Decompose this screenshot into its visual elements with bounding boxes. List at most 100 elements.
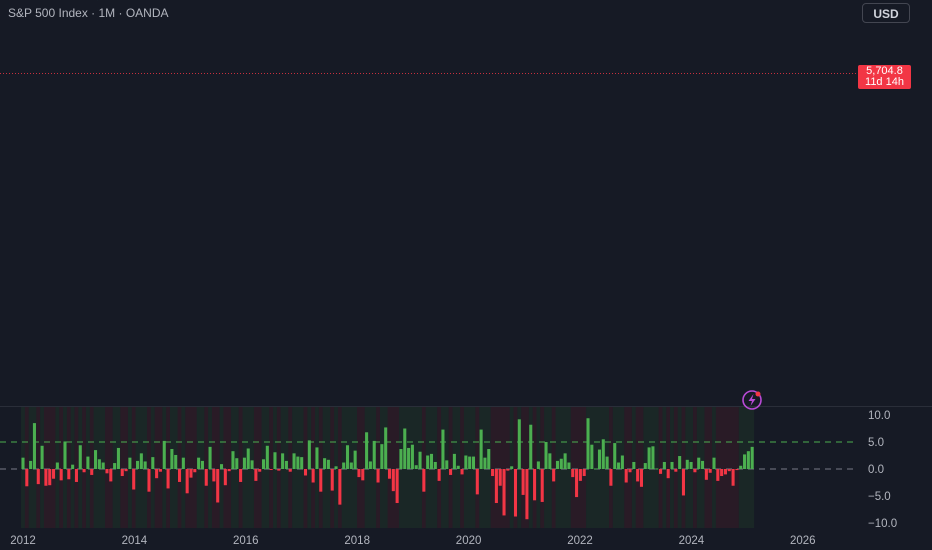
currency-button[interactable]: USD bbox=[862, 3, 910, 23]
oscillator-bar bbox=[609, 469, 613, 486]
oscillator-bar bbox=[86, 456, 90, 469]
oscillator-tick-label: −10.0 bbox=[868, 518, 897, 530]
oscillator-band bbox=[280, 407, 289, 528]
oscillator-bar bbox=[689, 461, 693, 469]
oscillator-bar bbox=[368, 461, 372, 469]
oscillator-bar bbox=[491, 469, 495, 477]
oscillator-bar bbox=[536, 461, 540, 469]
oscillator-bar bbox=[636, 469, 640, 482]
oscillator-bar bbox=[326, 459, 330, 469]
oscillator-bar bbox=[155, 469, 159, 479]
oscillator-bar bbox=[601, 439, 605, 469]
oscillator-band bbox=[288, 407, 293, 528]
oscillator-bar bbox=[426, 455, 430, 469]
oscillator-band bbox=[551, 407, 556, 528]
oscillator-bar bbox=[674, 469, 678, 472]
oscillator-band bbox=[643, 407, 659, 528]
oscillator-bar bbox=[315, 447, 319, 469]
oscillator-bar bbox=[235, 458, 239, 469]
oscillator-band bbox=[303, 407, 308, 528]
oscillator-band bbox=[89, 407, 94, 528]
oscillator-bar bbox=[323, 458, 327, 469]
oscillator-bar bbox=[174, 454, 178, 469]
oscillator-band bbox=[715, 407, 739, 528]
oscillator-bar bbox=[487, 449, 491, 469]
oscillator-bars bbox=[21, 418, 754, 520]
oscillator-bar bbox=[139, 453, 143, 469]
oscillator-bar bbox=[739, 465, 743, 469]
oscillator-bar bbox=[460, 469, 464, 475]
oscillator-bar bbox=[365, 432, 369, 469]
oscillator-band bbox=[521, 407, 529, 528]
oscillator-bar bbox=[529, 424, 533, 469]
oscillator-bar bbox=[548, 453, 552, 469]
oscillator-bar bbox=[208, 446, 212, 469]
oscillator-band bbox=[387, 407, 400, 528]
oscillator-bar bbox=[90, 469, 94, 475]
oscillator-bar bbox=[498, 469, 502, 486]
oscillator-bar bbox=[97, 459, 101, 469]
oscillator-bar bbox=[685, 459, 689, 469]
oscillator-bar bbox=[422, 469, 426, 492]
oscillator-bar bbox=[242, 457, 246, 469]
oscillator-bar bbox=[727, 469, 731, 472]
oscillator-bar bbox=[158, 469, 162, 472]
oscillator-band bbox=[318, 407, 323, 528]
oscillator-band bbox=[570, 407, 587, 528]
lightning-bolt-icon[interactable] bbox=[741, 389, 763, 411]
oscillator-bar bbox=[445, 460, 449, 469]
oscillator-band bbox=[586, 407, 610, 528]
oscillator-band bbox=[59, 407, 64, 528]
oscillator-bar bbox=[212, 469, 216, 482]
oscillator-bar bbox=[716, 469, 720, 481]
oscillator-bar bbox=[177, 469, 182, 482]
oscillator-band bbox=[421, 407, 426, 528]
oscillator-bar bbox=[456, 465, 460, 469]
oscillator-bar bbox=[597, 449, 602, 469]
oscillator-bar bbox=[181, 457, 185, 469]
oscillator-bar bbox=[128, 457, 132, 469]
oscillator-band bbox=[211, 407, 220, 528]
oscillator-bar bbox=[521, 469, 525, 495]
oscillator-band bbox=[696, 407, 705, 528]
oscillator-bar bbox=[418, 451, 422, 469]
oscillator-bar bbox=[659, 469, 663, 474]
oscillator-bar bbox=[36, 469, 40, 485]
time-tick-label: 2014 bbox=[122, 535, 148, 547]
oscillator-bar bbox=[63, 441, 67, 469]
oscillator-band bbox=[166, 407, 170, 528]
oscillator-band bbox=[43, 407, 56, 528]
oscillator-bar bbox=[399, 449, 403, 469]
oscillator-bar bbox=[124, 469, 128, 472]
oscillator-bar bbox=[513, 469, 518, 517]
last-price-tag: 5,704.8 11d 14h bbox=[858, 65, 911, 89]
oscillator-bar bbox=[185, 469, 189, 494]
oscillator-bar bbox=[483, 457, 487, 469]
oscillator-bar bbox=[743, 454, 747, 469]
oscillator-bar bbox=[132, 469, 136, 490]
oscillator-bar bbox=[143, 461, 147, 469]
oscillator-bar bbox=[468, 456, 472, 469]
oscillator-bar bbox=[647, 447, 651, 469]
oscillator-band bbox=[341, 407, 358, 528]
oscillator-band bbox=[624, 407, 632, 528]
oscillator-bar bbox=[162, 440, 166, 469]
oscillator-bar bbox=[628, 469, 632, 473]
oscillator-bar bbox=[250, 460, 254, 469]
oscillator-bar bbox=[701, 460, 705, 469]
oscillator-bar bbox=[338, 469, 342, 505]
oscillator-band bbox=[82, 407, 86, 528]
oscillator-bar bbox=[78, 445, 82, 469]
oscillator-bar bbox=[433, 461, 437, 469]
time-tick-label: 2012 bbox=[10, 535, 36, 547]
oscillator-bar bbox=[624, 469, 628, 483]
oscillator-bar bbox=[105, 469, 109, 474]
oscillator-bar bbox=[575, 469, 579, 498]
oscillator-bar bbox=[52, 469, 56, 479]
oscillator-bar bbox=[479, 429, 483, 469]
oscillator-band bbox=[204, 407, 209, 528]
oscillator-band bbox=[311, 407, 316, 528]
oscillator-bar bbox=[517, 419, 521, 469]
oscillator-bar bbox=[510, 466, 514, 469]
